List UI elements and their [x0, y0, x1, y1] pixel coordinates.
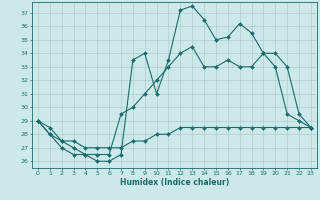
X-axis label: Humidex (Indice chaleur): Humidex (Indice chaleur) — [120, 178, 229, 187]
